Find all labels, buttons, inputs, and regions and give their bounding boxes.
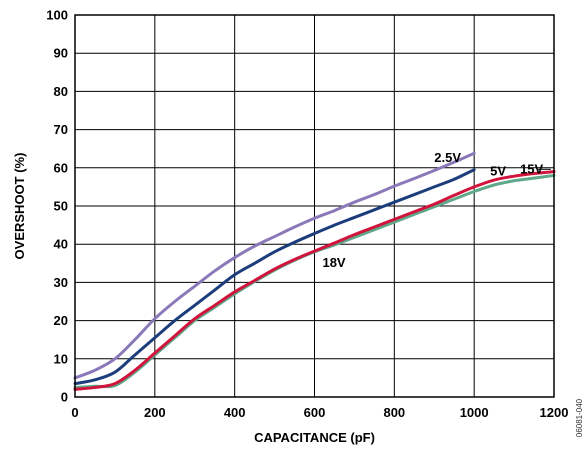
- series-line-15v: [73, 170, 556, 391]
- tick-labels: 0 200 400 600 800 1000 1200 0 10 20 30 40 50 60 70 80 90…: [46, 8, 568, 421]
- y-axis-title: OVERSHOOT (%): [12, 153, 27, 260]
- x-tick-label: 600: [304, 405, 326, 420]
- series-label: 18V: [322, 255, 345, 270]
- series-annotations: 2.5V 5V 15V 18V: [322, 150, 543, 270]
- series-lines: [73, 151, 556, 391]
- series-label: 15V: [520, 162, 543, 177]
- x-tick-label: 400: [224, 405, 246, 420]
- x-tick-label: 0: [71, 405, 78, 420]
- series-line-2-5v: [73, 151, 476, 380]
- x-tick-label: 1200: [540, 405, 569, 420]
- y-tick-label: 30: [54, 275, 68, 290]
- y-tick-label: 10: [54, 351, 68, 366]
- x-tick-label: 200: [144, 405, 166, 420]
- series-label: 5V: [490, 163, 506, 178]
- y-tick-label: 70: [54, 122, 68, 137]
- y-tick-label: 80: [54, 84, 68, 99]
- y-tick-label: 40: [54, 237, 68, 252]
- y-tick-label: 50: [54, 199, 68, 214]
- x-axis-title: CAPACITANCE (pF): [254, 430, 375, 445]
- y-tick-label: 100: [46, 8, 68, 23]
- y-tick-label: 90: [54, 46, 68, 61]
- series-line-5v: [73, 168, 476, 386]
- y-tick-label: 60: [54, 160, 68, 175]
- y-tick-label: 20: [54, 313, 68, 328]
- figure-code: 06081-040: [575, 398, 584, 437]
- plot-frame: [74, 14, 555, 398]
- x-tick-label: 1000: [460, 405, 489, 420]
- x-tick-label: 800: [383, 405, 405, 420]
- grid-lines: [75, 15, 554, 397]
- series-label: 2.5V: [434, 150, 461, 165]
- y-tick-label: 0: [61, 390, 68, 405]
